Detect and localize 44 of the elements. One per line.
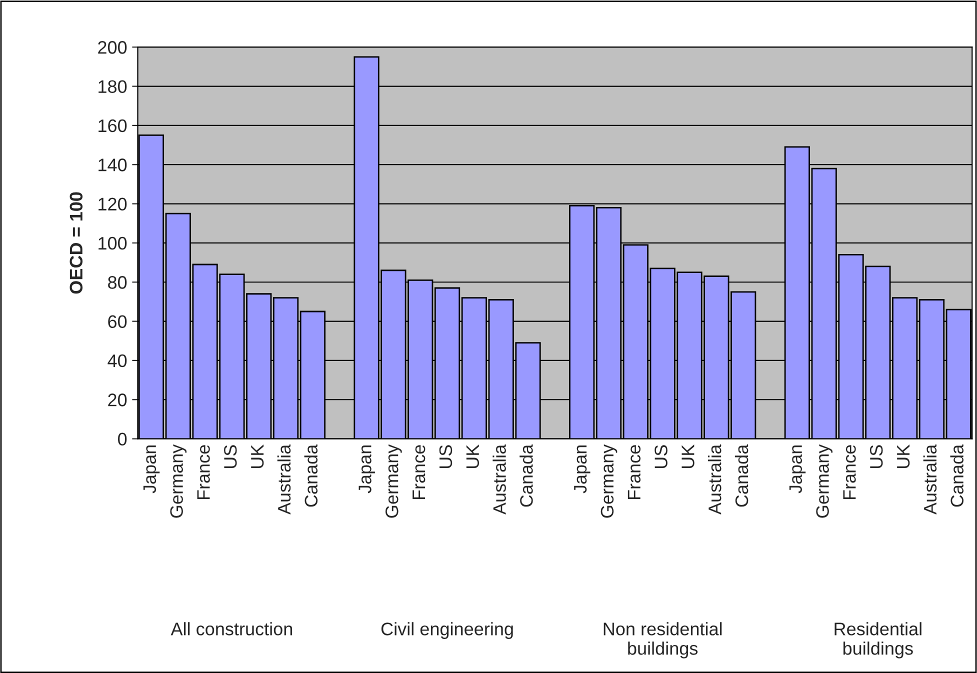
text: Non residential buildings — [604, 622, 722, 658]
x-tick-label: Australia — [923, 444, 937, 515]
y-tick-label: 120 — [98, 198, 127, 211]
x-tick-label: US — [224, 445, 237, 468]
x-tick-label: Canada — [304, 444, 318, 507]
y-tick-label: 0 — [118, 432, 127, 446]
y-axis-title: OECD = 100 — [70, 192, 83, 294]
x-tick-label: France — [197, 445, 210, 500]
x-tick-label: Canada — [950, 444, 964, 507]
x-tick-label: UK — [466, 444, 480, 468]
y-tick-label: 180 — [98, 80, 127, 93]
text: Residential buildings — [834, 622, 922, 658]
x-tick-label: Canada — [520, 444, 533, 507]
x-tick-label: US — [654, 445, 668, 468]
x-tick-label: Japan — [143, 446, 160, 494]
x-tick-label: France — [628, 445, 641, 500]
x-tick-label: US — [439, 445, 452, 468]
x-tick-label: Japan — [574, 446, 590, 494]
y-tick-label: 200 — [98, 41, 127, 54]
y-tick-label: 20 — [108, 394, 127, 406]
x-tick-label: US — [870, 445, 883, 468]
x-tick-label: Australia — [708, 444, 722, 515]
y-tick-label: 100 — [98, 236, 127, 250]
x-tick-label: UK — [897, 444, 910, 468]
y-tick-label: 80 — [108, 276, 127, 289]
y-tick-label: 40 — [108, 354, 127, 368]
x-tick-label: UK — [682, 444, 694, 468]
x-tick-label: Japan — [358, 446, 375, 494]
x-tick-label: France — [412, 445, 426, 500]
x-tick-label: Australia — [277, 444, 291, 515]
text: All construction — [170, 622, 292, 636]
x-tick-label: Germany — [600, 444, 618, 518]
x-tick-label: Australia — [492, 444, 506, 515]
x-tick-label: France — [843, 445, 856, 500]
x-tick-label: Germany — [170, 444, 187, 518]
x-tick-label: Japan — [789, 446, 806, 494]
x-tick-label: Germany — [816, 444, 832, 518]
x-tick-label: Canada — [734, 444, 748, 507]
x-tick-label: Germany — [386, 444, 402, 518]
y-tick-label: 160 — [98, 119, 127, 132]
text: Civil engineering — [381, 622, 513, 639]
y-tick-label: 60 — [108, 315, 127, 328]
y-tick-label: 140 — [98, 158, 127, 172]
x-tick-label: UK — [251, 444, 264, 468]
